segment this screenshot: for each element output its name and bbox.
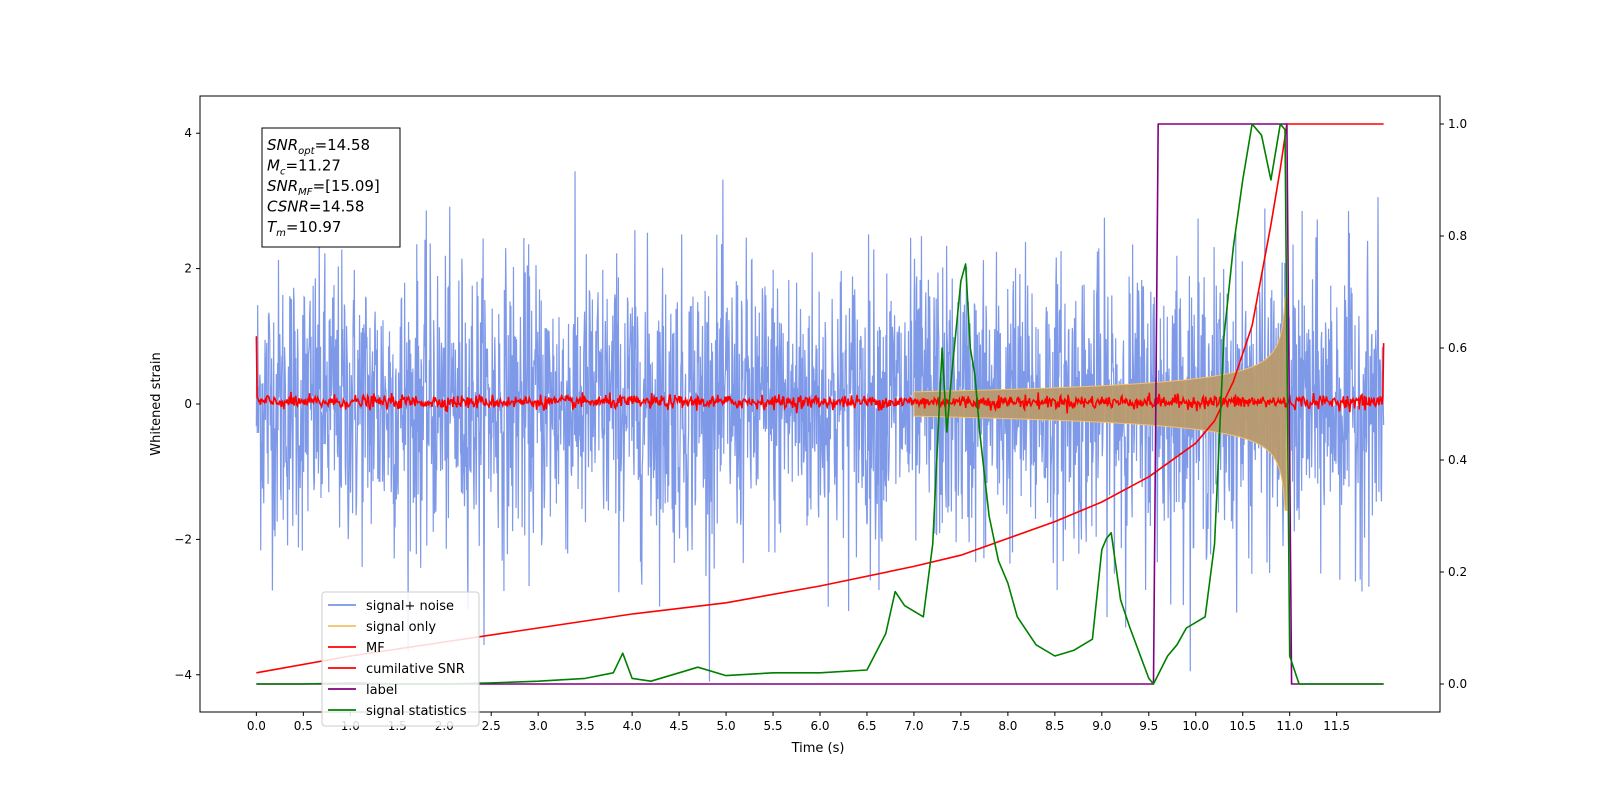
x-tick-label: 3.5 xyxy=(576,719,595,733)
x-axis-label: Time (s) xyxy=(791,741,845,756)
info-box-line: SNRopt=14.58 xyxy=(267,136,370,157)
y2-tick-label: 0.0 xyxy=(1448,677,1467,691)
x-tick-label: 5.0 xyxy=(717,719,736,733)
x-tick-label: 10.0 xyxy=(1182,719,1209,733)
x-tick-label: 2.5 xyxy=(482,719,501,733)
series-signal-statistics xyxy=(256,123,1384,685)
info-box-line: SNRMF=[15.09] xyxy=(267,177,380,198)
x-tick-label: 0.5 xyxy=(294,719,313,733)
plot-layer xyxy=(255,123,1385,685)
legend-label: label xyxy=(366,683,397,698)
x-tick-label: 0.0 xyxy=(247,719,266,733)
legend-label: signal+ noise xyxy=(366,599,454,614)
series-cumulative-snr xyxy=(256,123,1384,674)
y-tick-label: 4 xyxy=(184,126,192,140)
y2-tick-label: 1.0 xyxy=(1448,117,1467,131)
x-tick-label: 5.5 xyxy=(763,719,782,733)
y2-tick-label: 0.8 xyxy=(1448,229,1467,243)
legend-label: signal only xyxy=(366,620,436,635)
legend: signal+ noise signal only MF cumilative SNR… xyxy=(321,591,480,727)
x-tick-label: 3.0 xyxy=(529,719,548,733)
series-mf xyxy=(255,336,1385,414)
y2-tick-label: 0.6 xyxy=(1448,341,1467,355)
legend-label: MF xyxy=(366,641,385,656)
x-tick-label: 4.5 xyxy=(670,719,689,733)
info-box-frame xyxy=(261,127,401,248)
x-tick-label: 10.5 xyxy=(1229,719,1256,733)
x-tick-label: 6.5 xyxy=(857,719,876,733)
legend-frame xyxy=(321,591,480,727)
x-tick-label: 4.0 xyxy=(623,719,642,733)
x-tick-label: 11.5 xyxy=(1323,719,1350,733)
y-tick-label: −4 xyxy=(174,668,192,682)
y2-tick-label: 0.2 xyxy=(1448,565,1467,579)
legend-label: signal statistics xyxy=(366,704,467,719)
x-tick-label: 7.5 xyxy=(951,719,970,733)
info-box-line: Mc=11.27 xyxy=(267,157,341,178)
x-tick-label: 9.5 xyxy=(1139,719,1158,733)
info-box-line: CSNR=14.58 xyxy=(267,198,364,216)
x-tick-label: 8.5 xyxy=(1045,719,1064,733)
info-box-line: Tm=10.97 xyxy=(267,218,341,239)
y-tick-label: 2 xyxy=(184,262,192,276)
x-tick-label: 7.0 xyxy=(904,719,923,733)
y-tick-label: −2 xyxy=(174,532,192,546)
info-box: SNRopt=14.58Mc=11.27SNRMF=[15.09]CSNR=14… xyxy=(261,127,401,248)
y-axis-label: Whitened strain xyxy=(149,352,164,455)
x-tick-label: 9.0 xyxy=(1092,719,1111,733)
legend-label: cumilative SNR xyxy=(366,662,465,677)
y-tick-label: 0 xyxy=(184,397,192,411)
y2-tick-label: 0.4 xyxy=(1448,453,1467,467)
x-tick-label: 8.0 xyxy=(998,719,1017,733)
x-tick-label: 11.0 xyxy=(1276,719,1303,733)
x-tick-label: 6.0 xyxy=(810,719,829,733)
